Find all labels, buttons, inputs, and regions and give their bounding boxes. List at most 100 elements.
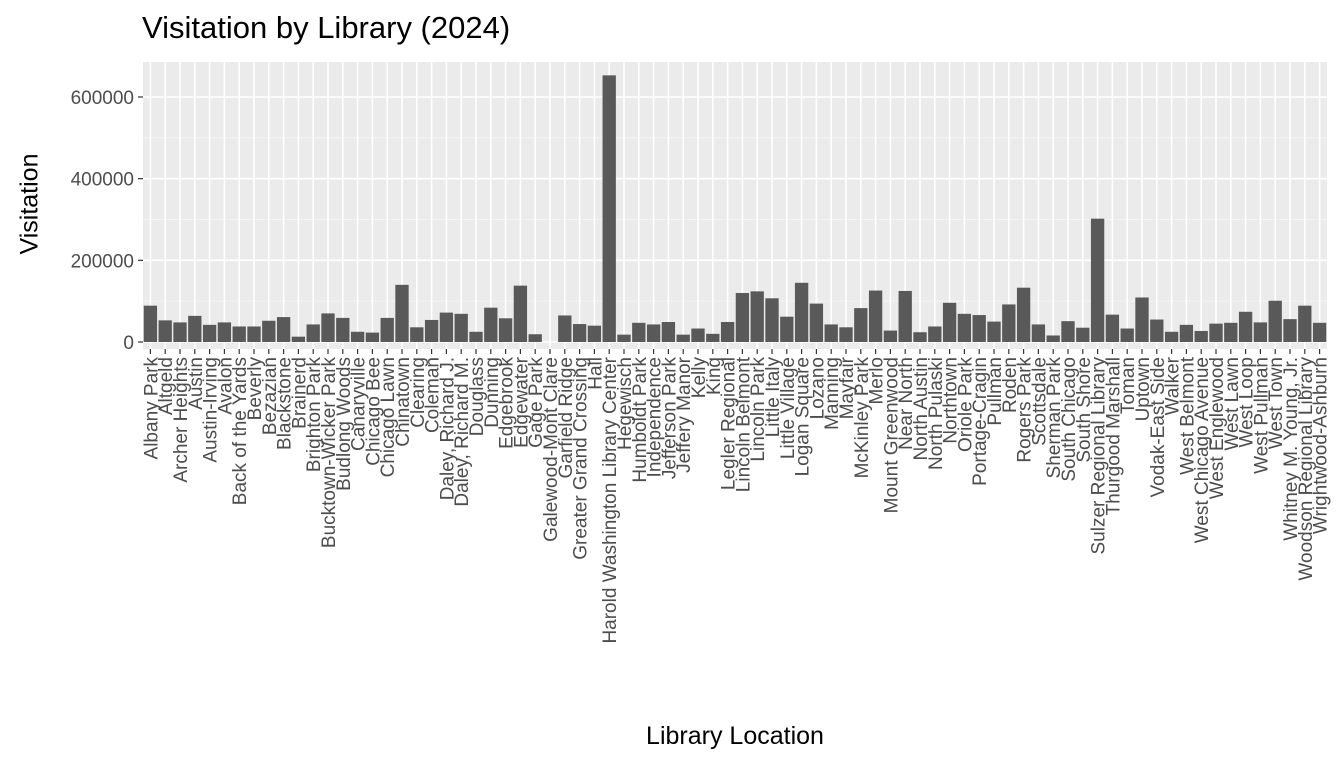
x-tick-label: Northtown <box>941 357 962 444</box>
x-tick-label: Rogers Park <box>1015 357 1036 463</box>
bar <box>1135 297 1149 342</box>
bar <box>306 324 320 342</box>
y-tick-label: 0 <box>123 333 134 354</box>
bar <box>558 315 572 342</box>
bar <box>188 315 202 342</box>
chart-title: Visitation by Library (2024) <box>142 10 511 45</box>
bar <box>276 317 291 342</box>
bar <box>232 326 246 342</box>
x-tick-label: West Belmont <box>1177 356 1198 475</box>
x-tick-label: Sherman Park <box>1044 357 1065 479</box>
x-tick-label: Blackstone <box>275 357 296 450</box>
bar <box>380 317 394 342</box>
bar <box>410 327 424 342</box>
x-tick-label: Budlong Woods <box>334 357 355 491</box>
x-tick-label: Uptown <box>1133 357 1154 421</box>
bar <box>217 322 232 342</box>
x-tick-label: Albany Park <box>141 357 162 460</box>
bar <box>498 318 513 342</box>
bar <box>691 328 705 342</box>
bar <box>1090 218 1105 342</box>
bar <box>720 321 735 342</box>
bar <box>1238 311 1253 342</box>
x-tick-label: Coleman <box>423 357 444 433</box>
bar <box>1312 322 1327 342</box>
x-tick-label: Avalon <box>215 357 236 415</box>
bar <box>794 282 809 342</box>
x-tick-label: Oriole Park <box>955 357 976 453</box>
bar <box>824 324 838 342</box>
x-tick-label: North Pulaski <box>926 357 947 470</box>
bar <box>632 322 646 342</box>
bar <box>913 332 927 342</box>
bar <box>1179 324 1194 342</box>
x-tick-label: Back of the Yards <box>230 357 251 505</box>
x-tick-label: Wrightwood-Ashburn <box>1311 357 1332 534</box>
bar <box>1016 287 1031 342</box>
x-tick-label: Vodak-East Side <box>1148 357 1169 497</box>
x-tick-label: Kelly <box>689 357 710 399</box>
bar <box>1150 319 1164 342</box>
bar <box>839 327 853 342</box>
bar <box>262 320 276 342</box>
bar <box>661 321 676 342</box>
bar <box>942 302 957 342</box>
x-tick-label: Logan Square <box>793 357 814 476</box>
plot-panel <box>143 62 1327 349</box>
x-tick-label: King <box>704 357 725 395</box>
x-tick-label: Bucktown-Wicker Park <box>319 357 340 549</box>
bar <box>928 326 942 342</box>
x-tick-label: Sulzer Regional Library <box>1089 357 1110 555</box>
x-tick-label: Lozano <box>807 357 828 419</box>
x-tick-label: Mayfair <box>837 356 858 419</box>
x-tick-label: North Austin <box>911 357 932 461</box>
x-tick-label: Humboldt Park <box>630 357 651 483</box>
x-tick-label: Archer Heights <box>171 357 192 483</box>
bar <box>854 308 868 342</box>
x-tick-label: Greater Grand Crossing <box>571 357 592 560</box>
x-tick-label: Little Village <box>778 357 799 459</box>
bar <box>247 326 261 342</box>
x-tick-label: West Chicago Avenue <box>1192 357 1213 543</box>
x-tick-label: Galewood-Mont Clare <box>541 357 562 542</box>
x-tick-label: Manning <box>822 357 843 430</box>
x-tick-label: Austin <box>186 357 207 410</box>
x-tick-label: Bezazian <box>260 357 281 435</box>
bar <box>1298 305 1312 342</box>
bar <box>1268 300 1282 342</box>
bar <box>1046 335 1060 342</box>
bar <box>587 325 602 342</box>
bar <box>735 293 750 342</box>
x-tick-label: Harold Washington Library Center <box>600 356 621 643</box>
x-tick-label: South Chicago <box>1059 357 1080 482</box>
x-tick-label: Jeffery Manor <box>674 356 695 472</box>
bar <box>336 317 350 342</box>
bar <box>617 334 631 342</box>
x-tick-label: Daley, Richard M. <box>452 357 473 507</box>
bar <box>365 332 380 342</box>
bar <box>957 313 972 342</box>
bar <box>173 322 187 342</box>
x-tick-label: Legler Regional <box>719 357 740 490</box>
x-tick-label: Edgebrook <box>497 357 518 449</box>
x-tick-label: Thurgood Marshall <box>1103 357 1124 515</box>
x-tick-label: Merlo <box>867 357 888 405</box>
x-tick-label: Roden <box>1000 357 1021 413</box>
x-tick-label: Mount Greenwood <box>881 357 902 513</box>
x-tick-label: Beverly <box>245 357 266 421</box>
x-tick-label: Hegewisch <box>615 357 636 450</box>
bar <box>528 334 542 342</box>
x-tick-label: Chinatown <box>393 357 414 447</box>
bar <box>424 319 439 342</box>
bar <box>987 321 1001 342</box>
x-axis-title: Library Location <box>646 722 824 750</box>
y-tick-label: 200000 <box>71 251 134 272</box>
bar <box>439 312 454 342</box>
x-tick-label: Hall <box>585 357 606 390</box>
bar <box>1253 322 1268 342</box>
bar <box>1224 322 1238 342</box>
x-tick-label: Portage-Cragin <box>970 357 991 486</box>
bar <box>395 284 409 342</box>
bar <box>1209 323 1223 342</box>
